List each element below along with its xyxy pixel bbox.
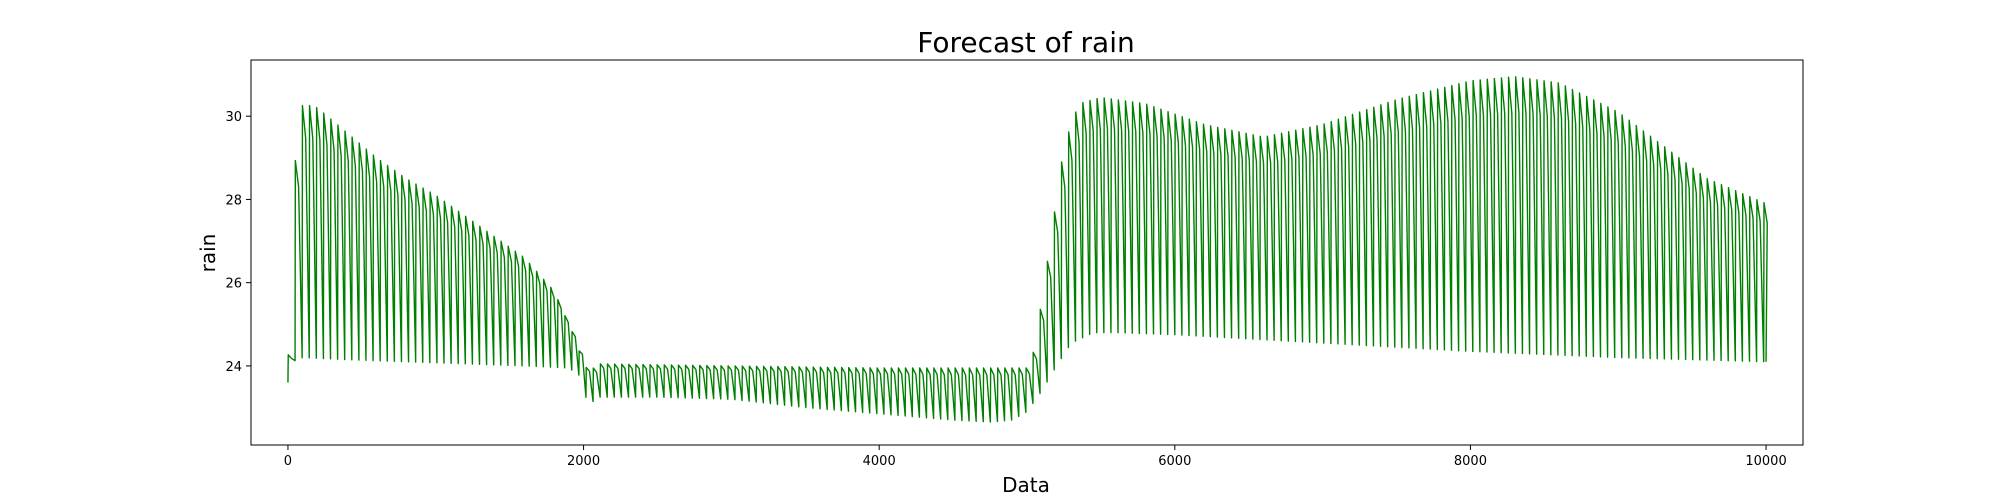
- x-tick-label: 2000: [567, 454, 600, 469]
- series-layer: [287, 76, 1768, 423]
- x-axis-label: Data: [1002, 473, 1050, 497]
- x-tick-label: 6000: [1158, 454, 1191, 469]
- y-tick-label: 24: [225, 360, 242, 375]
- y-tick-label: 26: [225, 277, 242, 292]
- x-tick-label: 4000: [863, 454, 896, 469]
- y-axis: 24 26 28 30: [225, 110, 251, 375]
- y-tick-label: 30: [225, 110, 242, 125]
- rain-series-line: [287, 76, 1768, 423]
- y-tick-label: 28: [225, 193, 242, 208]
- y-axis-label: rain: [196, 234, 220, 273]
- plot-area-frame: [250, 59, 1804, 446]
- chart-title: Forecast of rain: [917, 26, 1134, 59]
- x-axis: 0 2000 4000 6000 8000 10000: [284, 445, 1787, 469]
- x-tick-label: 0: [284, 454, 292, 469]
- x-tick-label: 10000: [1745, 454, 1786, 469]
- x-tick-label: 8000: [1454, 454, 1487, 469]
